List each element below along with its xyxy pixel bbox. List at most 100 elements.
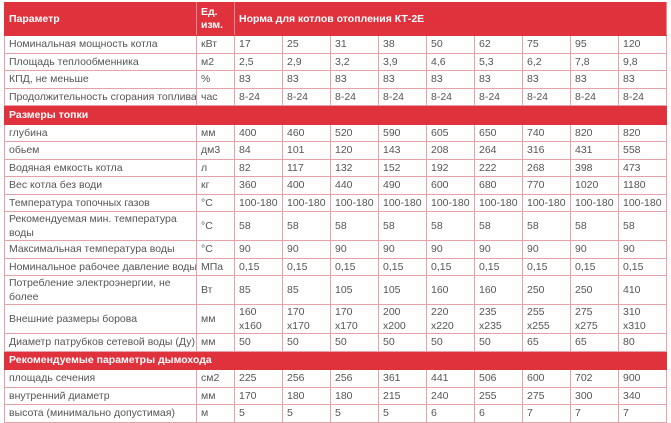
- row-value: 600: [522, 369, 571, 388]
- row-value: 1020: [570, 176, 619, 195]
- row-unit: м2: [196, 52, 235, 71]
- table-row: Рекомендуемая мин. температура воды °C 58 5…: [4, 211, 668, 241]
- row-value: 431: [570, 141, 619, 160]
- row-value: 192: [426, 158, 475, 177]
- row-label: Внешние размеры борова: [4, 304, 197, 334]
- row-value: 100-180: [282, 193, 331, 212]
- row-unit: м: [196, 404, 235, 423]
- row-value: 58: [426, 211, 475, 241]
- row-unit: кг: [196, 176, 235, 195]
- row-value: 50: [378, 333, 427, 352]
- row-value: 398: [570, 158, 619, 177]
- row-value: 310 x310: [617, 304, 668, 334]
- row-value: 440: [330, 176, 379, 195]
- row-value: 82: [234, 158, 283, 177]
- boiler-spec-table: Параметр Ед. изм. Норма для котлов отопл…: [3, 2, 668, 423]
- row-unit: %: [196, 70, 235, 89]
- row-value: 180: [330, 386, 379, 405]
- row-value: 90: [330, 240, 379, 259]
- row-value: 360: [234, 176, 283, 195]
- row-value: 90: [570, 240, 619, 259]
- row-value: 8-24: [234, 87, 283, 106]
- row-value: 120: [330, 141, 379, 160]
- row-value: 820: [617, 123, 668, 142]
- row-unit: мм: [196, 123, 235, 142]
- table-row: КПД, не меньше% 83 83 83 83 83 83 83 83 83: [4, 70, 668, 89]
- row-label: Температура топочных газов: [4, 193, 197, 212]
- row-value: 170 x170: [330, 304, 379, 334]
- row-value: 0,15: [330, 257, 379, 276]
- row-label: Рекомендуемая мин. температура воды: [4, 211, 197, 241]
- row-value: 100-180: [474, 193, 523, 212]
- row-value: 83: [522, 70, 571, 89]
- row-value: 8-24: [330, 87, 379, 106]
- row-value: 50: [474, 333, 523, 352]
- table-header: Параметр Ед. изм. Норма для котлов отопл…: [4, 2, 668, 36]
- row-unit: кВт: [196, 35, 235, 54]
- row-value: 8-24: [522, 87, 571, 106]
- row-unit: час: [196, 87, 235, 106]
- row-value: 17: [234, 35, 283, 54]
- row-value: 50: [426, 333, 475, 352]
- row-value: 6,2: [522, 52, 571, 71]
- row-value: 62: [474, 35, 523, 54]
- row-value: 90: [474, 240, 523, 259]
- row-value: 460: [282, 123, 331, 142]
- table-row: Номинальная мощность котла кВт 17 25 31 38 50 6…: [4, 35, 668, 54]
- row-value: 90: [378, 240, 427, 259]
- row-value: 170 x170: [282, 304, 331, 334]
- row-value: 0,15: [522, 257, 571, 276]
- row-value: 8-24: [474, 87, 523, 106]
- row-label: Максимальная температура воды: [4, 240, 197, 259]
- row-value: 3,2: [330, 52, 379, 71]
- row-value: 3,9: [378, 52, 427, 71]
- table-row: внутренний диаметр мм 170 180 180 215 240 255 27…: [4, 386, 668, 405]
- table-row: Вес котла без води кг 360 400 440 490 600 680 77…: [4, 176, 668, 195]
- table-row: площадь сечения см2 225 256 256 361 441 506 600 7…: [4, 369, 668, 388]
- row-value: 100-180: [522, 193, 571, 212]
- row-unit: Вт: [196, 275, 235, 305]
- row-value: 83: [570, 70, 619, 89]
- row-value: 132: [330, 158, 379, 177]
- row-value: 410: [617, 275, 668, 305]
- row-value: 58: [378, 211, 427, 241]
- row-value: 650: [474, 123, 523, 142]
- row-value: 58: [474, 211, 523, 241]
- row-unit: мм: [196, 386, 235, 405]
- row-value: 8-24: [426, 87, 475, 106]
- row-value: 208: [426, 141, 475, 160]
- row-value: 0,15: [474, 257, 523, 276]
- row-label: высота (минимально допустимая): [4, 404, 197, 423]
- row-value: 8-24: [378, 87, 427, 106]
- row-label: Водяная емкость котла: [4, 158, 197, 177]
- row-unit: °C: [196, 193, 235, 212]
- row-value: 83: [378, 70, 427, 89]
- row-value: 820: [570, 123, 619, 142]
- row-value: 361: [378, 369, 427, 388]
- table-row: глубина мм 400 460 520 590 605 650 740 820 820: [4, 123, 668, 142]
- row-value: 400: [282, 176, 331, 195]
- row-label: Номинальное рабочее давление воды: [4, 257, 197, 276]
- row-value: 83: [474, 70, 523, 89]
- row-value: 590: [378, 123, 427, 142]
- row-label: площадь сечения: [4, 369, 197, 388]
- row-value: 268: [522, 158, 571, 177]
- row-label: глубина: [4, 123, 197, 142]
- row-value: 58: [282, 211, 331, 241]
- row-value: 90: [522, 240, 571, 259]
- row-label: обьем: [4, 141, 197, 160]
- row-value: 25: [282, 35, 331, 54]
- row-value: 65: [570, 333, 619, 352]
- row-value: 5: [282, 404, 331, 423]
- row-value: 300: [570, 386, 619, 405]
- table-row: Номинальное рабочее давление воды МПа 0,15…: [4, 257, 668, 276]
- row-value: 340: [617, 386, 668, 405]
- row-value: 8-24: [570, 87, 619, 106]
- section-title: Размеры топки: [3, 105, 668, 125]
- row-value: 770: [522, 176, 571, 195]
- header-param: Параметр: [4, 2, 197, 36]
- row-value: 58: [234, 211, 283, 241]
- row-unit: дм3: [196, 141, 235, 160]
- row-value: 50: [330, 333, 379, 352]
- row-label: внутренний диаметр: [4, 386, 197, 405]
